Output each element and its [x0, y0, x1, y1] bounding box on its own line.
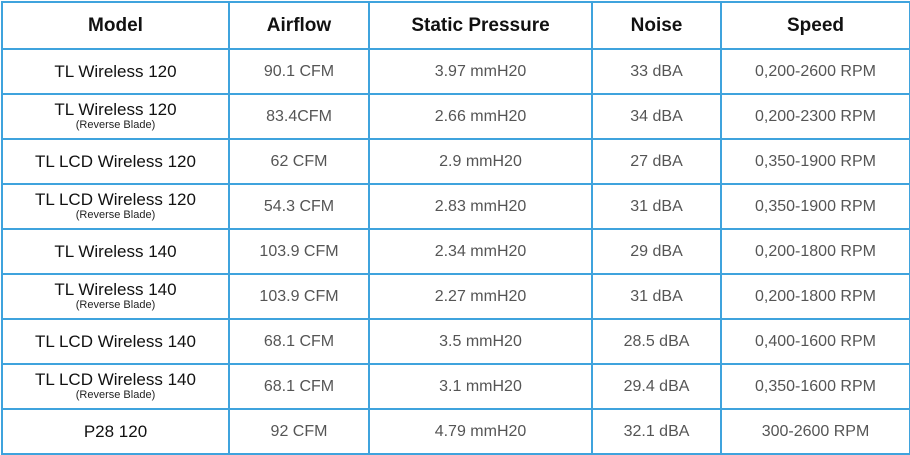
model-cell: TL Wireless 140: [1, 228, 230, 275]
model-variant: (Reverse Blade): [75, 209, 156, 221]
model-cell: TL LCD Wireless 140 (Reverse Blade): [1, 363, 230, 410]
table-body: TL Wireless 120 90.1 CFM 3.97 mmH20 33 d…: [1, 48, 910, 455]
model-name: TL LCD Wireless 140: [35, 370, 196, 389]
header-airflow: Airflow: [228, 1, 370, 50]
model-name: TL LCD Wireless 120: [35, 151, 196, 171]
airflow-cell: 54.3 CFM: [228, 183, 370, 230]
model-cell: TL Wireless 120: [1, 48, 230, 95]
pressure-cell: 4.79 mmH20: [368, 408, 593, 455]
pressure-cell: 2.83 mmH20: [368, 183, 593, 230]
model-variant: (Reverse Blade): [75, 119, 156, 131]
model-name: TL LCD Wireless 140: [35, 331, 196, 351]
table-row: TL LCD Wireless 120 62 CFM 2.9 mmH20 27 …: [1, 138, 910, 185]
model-variant: (Reverse Blade): [75, 389, 156, 401]
pressure-cell: 2.27 mmH20: [368, 273, 593, 320]
noise-cell: 33 dBA: [591, 48, 722, 95]
airflow-cell: 90.1 CFM: [228, 48, 370, 95]
airflow-cell: 68.1 CFM: [228, 318, 370, 365]
model-name: TL Wireless 140: [54, 280, 177, 299]
model-cell: TL LCD Wireless 120: [1, 138, 230, 185]
model-cell: TL LCD Wireless 120 (Reverse Blade): [1, 183, 230, 230]
header-noise: Noise: [591, 1, 722, 50]
speed-cell: 0,200-1800 RPM: [720, 273, 910, 320]
speed-cell: 0,400-1600 RPM: [720, 318, 910, 365]
table-row: TL Wireless 140 103.9 CFM 2.34 mmH20 29 …: [1, 228, 910, 275]
header-model: Model: [1, 1, 230, 50]
model-name: TL Wireless 120: [54, 61, 177, 81]
speed-cell: 0,350-1900 RPM: [720, 138, 910, 185]
table-row: TL Wireless 120 90.1 CFM 3.97 mmH20 33 d…: [1, 48, 910, 95]
model-name: TL LCD Wireless 120: [35, 190, 196, 209]
model-cell: TL Wireless 120 (Reverse Blade): [1, 93, 230, 140]
model-cell: P28 120: [1, 408, 230, 455]
model-name: TL Wireless 120: [54, 100, 177, 119]
noise-cell: 29.4 dBA: [591, 363, 722, 410]
speed-cell: 0,200-2300 RPM: [720, 93, 910, 140]
pressure-cell: 3.97 mmH20: [368, 48, 593, 95]
pressure-cell: 3.1 mmH20: [368, 363, 593, 410]
table-row: TL Wireless 120 (Reverse Blade) 83.4CFM 2…: [1, 93, 910, 140]
pressure-cell: 2.9 mmH20: [368, 138, 593, 185]
airflow-cell: 92 CFM: [228, 408, 370, 455]
noise-cell: 28.5 dBA: [591, 318, 722, 365]
airflow-cell: 103.9 CFM: [228, 228, 370, 275]
table-row: TL Wireless 140 (Reverse Blade) 103.9 CFM…: [1, 273, 910, 320]
noise-cell: 31 dBA: [591, 273, 722, 320]
header-speed: Speed: [720, 1, 910, 50]
airflow-cell: 68.1 CFM: [228, 363, 370, 410]
pressure-cell: 2.66 mmH20: [368, 93, 593, 140]
noise-cell: 27 dBA: [591, 138, 722, 185]
noise-cell: 31 dBA: [591, 183, 722, 230]
header-row: Model Airflow Static Pressure Noise Spee…: [1, 1, 910, 50]
table-row: TL LCD Wireless 140 (Reverse Blade) 68.1 …: [1, 363, 910, 410]
speed-cell: 0,200-1800 RPM: [720, 228, 910, 275]
speed-cell: 300-2600 RPM: [720, 408, 910, 455]
noise-cell: 34 dBA: [591, 93, 722, 140]
model-name: P28 120: [83, 421, 148, 441]
table-header: Model Airflow Static Pressure Noise Spee…: [1, 1, 910, 50]
pressure-cell: 2.34 mmH20: [368, 228, 593, 275]
speed-cell: 0,350-1900 RPM: [720, 183, 910, 230]
speed-cell: 0,200-2600 RPM: [720, 48, 910, 95]
model-cell: TL Wireless 140 (Reverse Blade): [1, 273, 230, 320]
noise-cell: 29 dBA: [591, 228, 722, 275]
speed-cell: 0,350-1600 RPM: [720, 363, 910, 410]
pressure-cell: 3.5 mmH20: [368, 318, 593, 365]
model-name: TL Wireless 140: [54, 241, 177, 261]
noise-cell: 32.1 dBA: [591, 408, 722, 455]
model-variant: (Reverse Blade): [75, 299, 156, 311]
airflow-cell: 62 CFM: [228, 138, 370, 185]
header-static-pressure: Static Pressure: [368, 1, 593, 50]
table-row: P28 120 92 CFM 4.79 mmH20 32.1 dBA 300-2…: [1, 408, 910, 455]
airflow-cell: 103.9 CFM: [228, 273, 370, 320]
airflow-cell: 83.4CFM: [228, 93, 370, 140]
table-row: TL LCD Wireless 120 (Reverse Blade) 54.3 …: [1, 183, 910, 230]
model-cell: TL LCD Wireless 140: [1, 318, 230, 365]
table-row: TL LCD Wireless 140 68.1 CFM 3.5 mmH20 2…: [1, 318, 910, 365]
